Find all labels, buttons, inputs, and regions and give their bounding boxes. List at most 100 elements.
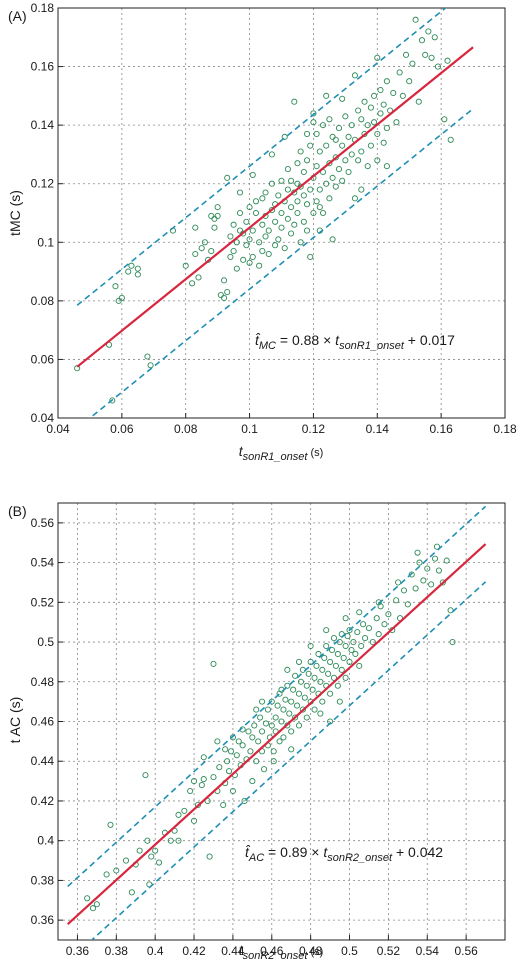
data-point bbox=[288, 746, 295, 753]
data-point bbox=[241, 797, 248, 805]
data-point bbox=[245, 728, 252, 735]
data-point bbox=[268, 207, 275, 214]
data-point bbox=[300, 218, 307, 225]
data-point bbox=[192, 250, 199, 258]
data-point bbox=[103, 871, 110, 878]
data-point bbox=[262, 189, 269, 196]
x-axis-label-sub: sonR1_onset bbox=[243, 451, 309, 463]
x-tick-label: 0.54 bbox=[416, 944, 440, 958]
data-point bbox=[415, 98, 422, 105]
data-point bbox=[246, 204, 253, 211]
data-point bbox=[319, 666, 326, 673]
data-point bbox=[325, 670, 332, 677]
eq-lhs: t̂ bbox=[255, 332, 261, 348]
data-point bbox=[300, 192, 307, 199]
plot-frame bbox=[57, 7, 506, 419]
data-point bbox=[348, 122, 355, 129]
data-point bbox=[167, 837, 174, 844]
y-tick-label: 0.44 bbox=[31, 754, 55, 768]
eq-rhs: + 0.017 bbox=[404, 332, 455, 348]
data-point bbox=[297, 239, 304, 246]
data-point bbox=[310, 119, 317, 126]
data-point bbox=[268, 180, 275, 187]
data-point bbox=[198, 782, 205, 789]
data-point bbox=[383, 163, 390, 170]
data-point bbox=[297, 148, 304, 155]
data-point bbox=[425, 28, 432, 35]
data-point bbox=[303, 130, 311, 137]
data-point bbox=[313, 198, 320, 205]
data-point bbox=[144, 353, 151, 360]
data-point bbox=[395, 579, 402, 586]
data-point bbox=[303, 682, 310, 689]
data-point bbox=[339, 95, 346, 102]
data-point bbox=[330, 674, 338, 681]
data-point bbox=[142, 772, 149, 779]
data-point bbox=[175, 811, 182, 818]
data-point bbox=[229, 787, 236, 795]
data-point bbox=[439, 579, 446, 586]
data-point bbox=[268, 722, 275, 729]
data-point bbox=[335, 166, 343, 173]
data-point bbox=[147, 362, 154, 369]
data-point bbox=[230, 221, 237, 228]
data-point bbox=[307, 658, 314, 665]
data-point bbox=[332, 183, 339, 190]
data-point bbox=[345, 133, 352, 140]
eq-t: t bbox=[323, 844, 328, 860]
data-point bbox=[317, 710, 324, 717]
data-point bbox=[381, 621, 388, 628]
data-point bbox=[291, 98, 298, 105]
data-point bbox=[367, 142, 374, 149]
data-point bbox=[214, 204, 221, 211]
x-tick-label: 0.08 bbox=[174, 422, 198, 436]
data-point bbox=[375, 631, 382, 638]
x-tick-label: 0.06 bbox=[110, 422, 134, 436]
data-point bbox=[284, 666, 291, 673]
x-axis-label-unit: (s) bbox=[307, 447, 323, 459]
data-point bbox=[316, 186, 323, 193]
data-point bbox=[89, 905, 97, 912]
data-point bbox=[344, 633, 351, 640]
data-point bbox=[251, 722, 258, 729]
data-point bbox=[364, 122, 371, 129]
data-point bbox=[220, 277, 228, 284]
data-point bbox=[252, 198, 260, 205]
data-point bbox=[84, 895, 91, 902]
y-axis-label: t AC (s) bbox=[7, 697, 23, 744]
y-tick-label: 0.18 bbox=[31, 1, 55, 15]
x-tick-label: 0.48 bbox=[299, 944, 323, 958]
data-point bbox=[198, 245, 205, 252]
y-tick-label: 0.16 bbox=[31, 60, 55, 74]
data-point bbox=[249, 227, 256, 234]
lower-bound-line bbox=[90, 581, 487, 940]
data-point bbox=[233, 239, 240, 246]
data-point bbox=[431, 34, 438, 41]
data-point bbox=[233, 752, 240, 759]
data-point bbox=[348, 646, 355, 654]
data-point bbox=[431, 555, 439, 562]
data-point bbox=[246, 259, 253, 266]
data-point bbox=[259, 221, 266, 228]
x-tick-label: 0.36 bbox=[66, 944, 90, 958]
data-point bbox=[192, 224, 199, 231]
x-tick-label: 0.14 bbox=[366, 422, 390, 436]
data-point bbox=[311, 706, 318, 713]
x-tick-label: 0.42 bbox=[182, 944, 206, 958]
data-point bbox=[340, 654, 347, 661]
data-point bbox=[393, 597, 400, 604]
data-point bbox=[311, 674, 318, 681]
data-point bbox=[227, 748, 235, 755]
data-point bbox=[288, 177, 295, 184]
data-point bbox=[428, 54, 435, 61]
data-point bbox=[358, 116, 365, 123]
data-point bbox=[412, 16, 419, 23]
data-point bbox=[233, 265, 240, 272]
data-point bbox=[270, 748, 277, 755]
data-point bbox=[278, 209, 285, 217]
data-point bbox=[278, 177, 285, 184]
data-point bbox=[236, 227, 244, 234]
y-tick-label: 0.48 bbox=[31, 675, 55, 689]
data-point bbox=[288, 698, 295, 705]
data-point bbox=[175, 837, 182, 844]
